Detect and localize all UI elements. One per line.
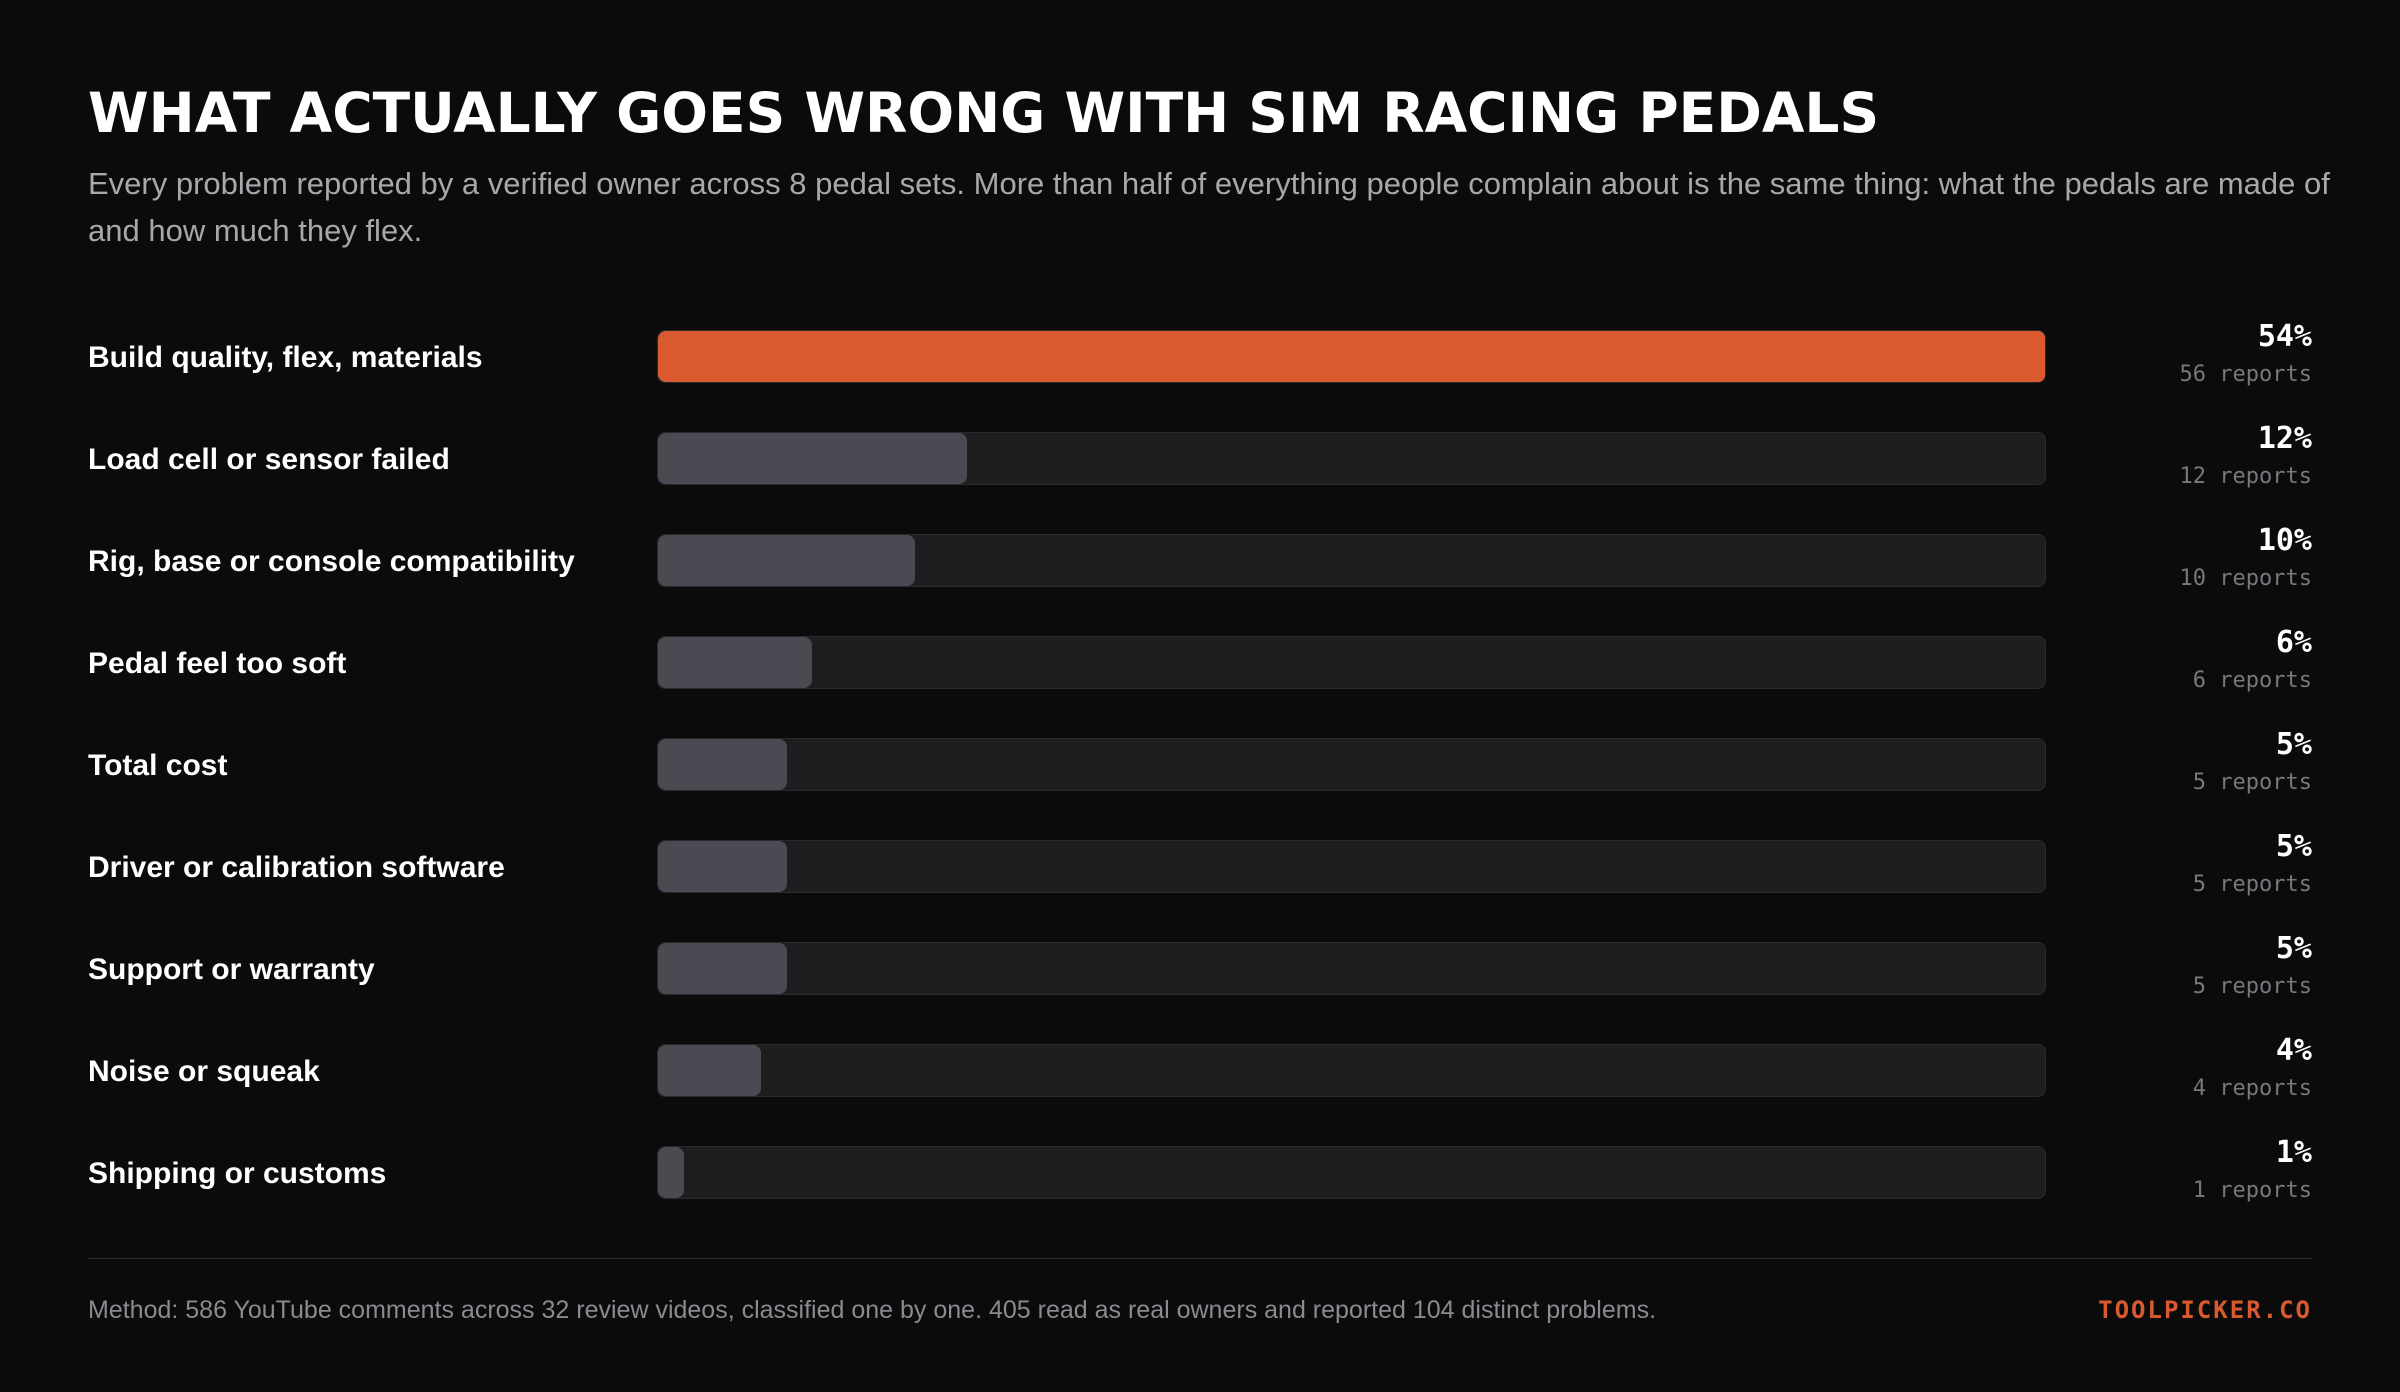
bar xyxy=(658,331,2045,382)
bar xyxy=(658,433,967,484)
report-count-label: 6 reports xyxy=(2192,668,2312,693)
value-label: 6% xyxy=(2275,625,2312,660)
bar xyxy=(658,535,915,586)
bar xyxy=(658,1147,684,1198)
bar xyxy=(658,943,787,994)
report-count-label: 5 reports xyxy=(2192,770,2312,795)
chart-subtitle: Every problem reported by a verified own… xyxy=(88,166,2330,248)
bar-track xyxy=(657,1044,2046,1097)
bar-track xyxy=(657,330,2046,383)
category-label: Pedal feel too soft xyxy=(88,647,347,680)
category-label: Noise or squeak xyxy=(88,1055,320,1088)
report-count-label: 1 reports xyxy=(2192,1178,2312,1203)
value-label: 5% xyxy=(2275,931,2312,966)
value-label: 10% xyxy=(2257,523,2312,558)
method-note: Method: 586 YouTube comments across 32 r… xyxy=(88,1296,1657,1324)
bar-row: Noise or squeak 4% 4 reports xyxy=(0,1032,2400,1134)
category-label: Rig, base or console compatibility xyxy=(88,545,575,578)
category-label: Total cost xyxy=(88,749,228,782)
bar-row: Load cell or sensor failed 12% 12 reports xyxy=(0,420,2400,522)
category-label: Shipping or customs xyxy=(88,1157,387,1190)
chart-title: WHAT ACTUALLY GOES WRONG WITH SIM RACING… xyxy=(88,81,1880,145)
report-count-label: 5 reports xyxy=(2192,872,2312,897)
value-label: 5% xyxy=(2275,727,2312,762)
bar-track xyxy=(657,942,2046,995)
bar-row: Shipping or customs 1% 1 reports xyxy=(0,1134,2400,1236)
value-label: 4% xyxy=(2275,1033,2312,1068)
report-count-label: 4 reports xyxy=(2192,1076,2312,1101)
value-label: 5% xyxy=(2275,829,2312,864)
bar xyxy=(658,739,787,790)
footer-divider xyxy=(88,1258,2312,1259)
bar-track xyxy=(657,1146,2046,1199)
report-count-label: 10 reports xyxy=(2179,566,2312,591)
category-label: Driver or calibration software xyxy=(88,851,505,884)
report-count-label: 12 reports xyxy=(2179,464,2312,489)
bar xyxy=(658,1045,761,1096)
brand-link[interactable]: TOOLPICKER.CO xyxy=(2098,1296,2312,1324)
bar xyxy=(658,637,812,688)
value-label: 1% xyxy=(2275,1135,2312,1170)
report-count-label: 56 reports xyxy=(2179,362,2312,387)
bar-track xyxy=(657,636,2046,689)
category-label: Build quality, flex, materials xyxy=(88,341,483,374)
bar-row: Rig, base or console compatibility 10% 10 … xyxy=(0,522,2400,624)
category-label: Load cell or sensor failed xyxy=(88,443,450,476)
bar-row: Total cost 5% 5 reports xyxy=(0,726,2400,828)
category-label: Support or warranty xyxy=(88,953,375,986)
bar-track xyxy=(657,840,2046,893)
report-count-label: 5 reports xyxy=(2192,974,2312,999)
value-label: 54% xyxy=(2257,319,2312,354)
bar-track xyxy=(657,432,2046,485)
bar-row: Support or warranty 5% 5 reports xyxy=(0,930,2400,1032)
value-label: 12% xyxy=(2257,421,2312,456)
bar-track xyxy=(657,534,2046,587)
bar-row: Build quality, flex, materials 54% 56 repo… xyxy=(0,318,2400,420)
bar-track xyxy=(657,738,2046,791)
bar-row: Driver or calibration software 5% 5 report… xyxy=(0,828,2400,930)
bar-row: Pedal feel too soft 6% 6 reports xyxy=(0,624,2400,726)
bar xyxy=(658,841,787,892)
